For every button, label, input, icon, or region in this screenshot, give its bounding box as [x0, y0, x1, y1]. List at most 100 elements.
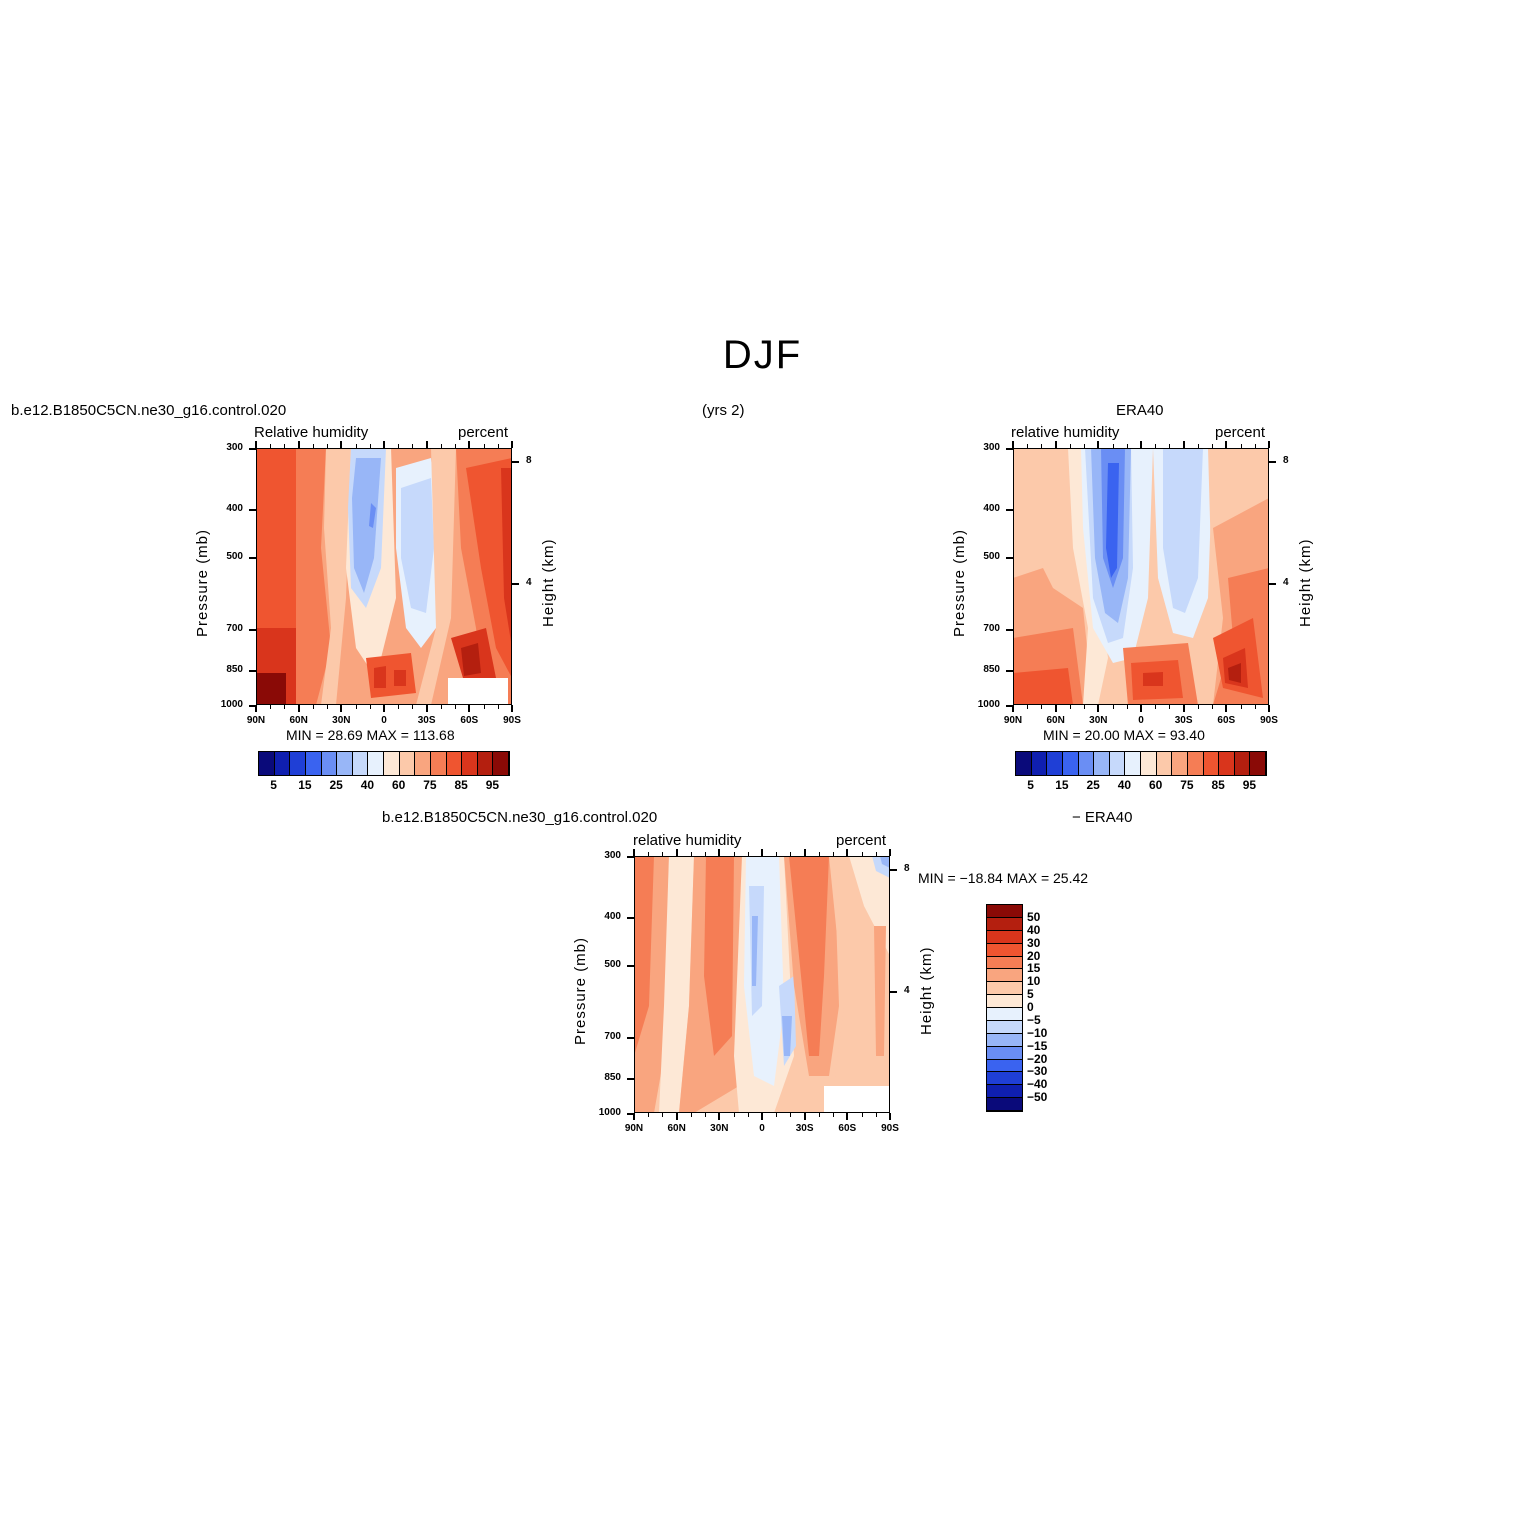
- colorbar-label: −20: [1027, 1051, 1048, 1066]
- latitude-minor-tick: [634, 852, 635, 856]
- colorbar-label: 50: [1027, 909, 1041, 924]
- latitude-minor-tick: [256, 705, 257, 709]
- colorbar-swatch: [987, 1008, 1022, 1021]
- latitude-tick-label: 30N: [332, 715, 351, 726]
- colorbar-label: 10: [1027, 974, 1041, 989]
- latitude-minor-tick: [818, 852, 820, 856]
- obs-left-title: relative humidity: [1011, 424, 1120, 441]
- height-tick-label: 4: [526, 577, 532, 589]
- latitude-minor-tick: [412, 444, 414, 448]
- latitude-minor-tick: [804, 1113, 806, 1117]
- latitude-tick-label: 30S: [795, 1123, 814, 1134]
- height-tick-mark: [1269, 583, 1276, 586]
- colorbar-label: 25: [1086, 778, 1100, 792]
- latitude-minor-tick: [497, 705, 499, 709]
- latitude-minor-tick: [719, 1113, 721, 1117]
- latitude-minor-tick: [705, 852, 707, 856]
- latitude-tick-label: 90N: [1003, 715, 1023, 726]
- colorbar-swatch: [493, 752, 509, 775]
- latitude-tick-label: 0: [1138, 715, 1144, 726]
- height-tick-mark: [512, 461, 519, 464]
- colorbar-label: 5: [1027, 778, 1034, 792]
- pressure-tick-label: 500: [983, 551, 1000, 563]
- latitude-minor-tick: [790, 852, 792, 856]
- height-axis-label: Height (km): [918, 945, 935, 1035]
- latitude-minor-tick: [355, 444, 357, 448]
- latitude-minor-tick: [733, 852, 735, 856]
- colorbar-swatch: [987, 995, 1022, 1008]
- colorbar-swatch: [1219, 752, 1235, 775]
- colorbar-label: 40: [1027, 922, 1041, 937]
- pressure-tick-mark: [627, 856, 634, 858]
- latitude-minor-tick: [890, 1113, 891, 1117]
- pressure-tick-mark: [249, 705, 256, 707]
- colorbar-swatch: [259, 752, 275, 775]
- latitude-minor-tick: [369, 444, 371, 448]
- latitude-minor-tick: [1155, 444, 1157, 448]
- colorbar-swatch: [1234, 752, 1251, 775]
- pressure-tick-mark: [1006, 509, 1013, 512]
- pressure-tick-label: 1000: [977, 699, 1000, 710]
- pressure-tick-label: 850: [226, 664, 243, 676]
- latitude-minor-tick: [426, 444, 428, 448]
- colorbar-swatch: [430, 752, 447, 775]
- latitude-tick-label: 60S: [1217, 715, 1236, 726]
- height-tick-mark: [890, 869, 897, 872]
- colorbar-swatch: [987, 1046, 1022, 1060]
- latitude-minor-tick: [270, 444, 272, 448]
- latitude-minor-tick: [1055, 705, 1057, 709]
- model-contour-plot: [256, 448, 512, 705]
- latitude-minor-tick: [733, 1113, 735, 1117]
- latitude-minor-tick: [790, 1113, 792, 1117]
- latitude-tick-label: 0: [759, 1123, 765, 1134]
- colorbar-swatch: [987, 917, 1022, 931]
- latitude-tick-label: 60N: [289, 715, 308, 726]
- latitude-minor-tick: [833, 852, 835, 856]
- latitude-minor-tick: [762, 1113, 763, 1117]
- colorbar-swatch: [987, 1033, 1022, 1047]
- latitude-minor-tick: [1183, 705, 1185, 709]
- colorbar-label: 95: [485, 778, 500, 792]
- latitude-minor-tick: [512, 705, 513, 709]
- pressure-tick-mark: [1006, 705, 1013, 707]
- colorbar-swatch: [1187, 752, 1204, 775]
- height-tick-mark: [1269, 461, 1276, 464]
- colorbar-swatch: [1172, 752, 1188, 775]
- colorbar-label: 60: [1148, 778, 1163, 792]
- latitude-minor-tick: [284, 444, 286, 448]
- colorbar-swatch: [987, 982, 1022, 996]
- colorbar-label: 85: [454, 778, 468, 792]
- pressure-tick-mark: [627, 1078, 634, 1081]
- latitude-minor-tick: [804, 852, 806, 856]
- latitude-minor-tick: [1027, 444, 1029, 448]
- colorbar-swatch: [987, 905, 1022, 918]
- pressure-tick-label: 1000: [220, 699, 243, 710]
- height-tick-label: 8: [1283, 455, 1289, 467]
- latitude-tick-label: 90S: [1260, 715, 1278, 726]
- latitude-minor-tick: [662, 1113, 664, 1117]
- latitude-minor-tick: [469, 444, 471, 448]
- colorbar-label: 75: [1180, 778, 1194, 792]
- diff-stats: MIN = −18.84 MAX = 25.42: [918, 870, 1089, 886]
- latitude-minor-tick: [440, 705, 442, 709]
- colorbar-swatch: [384, 752, 400, 775]
- diff-case-suffix: − ERA40: [1072, 809, 1133, 826]
- colorbar-swatch: [462, 752, 478, 775]
- colorbar-swatch: [987, 1098, 1022, 1111]
- stats-label: MIN = 28.69 MAX = 113.68: [286, 727, 455, 743]
- pressure-axis-label: Pressure (mb): [951, 528, 968, 637]
- latitude-tick-label: 30S: [1174, 715, 1193, 726]
- pressure-tick-label: 400: [604, 911, 621, 923]
- pressure-tick-mark: [627, 1113, 634, 1115]
- latitude-tick-label: 30S: [417, 715, 436, 726]
- pressure-tick-mark: [249, 557, 256, 560]
- latitude-minor-tick: [483, 444, 485, 448]
- latitude-minor-tick: [861, 852, 863, 856]
- pressure-tick-label: 400: [226, 503, 243, 515]
- colorbar-swatch: [1141, 752, 1157, 775]
- model-right-title: percent: [458, 424, 509, 441]
- colorbar-swatch: [399, 752, 416, 775]
- latitude-minor-tick: [426, 705, 428, 709]
- colorbar-label: 15: [298, 778, 312, 792]
- latitude-minor-tick: [312, 444, 314, 448]
